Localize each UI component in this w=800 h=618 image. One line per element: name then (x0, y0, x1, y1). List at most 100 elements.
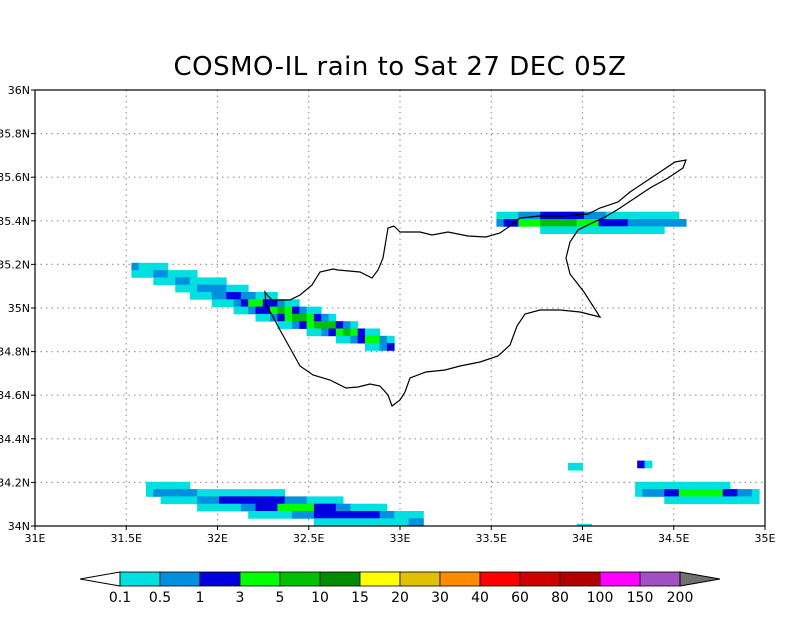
rain-cell (350, 511, 359, 519)
rain-cell (270, 299, 278, 307)
rain-cell (678, 481, 687, 490)
rain-cell (525, 211, 534, 220)
rain-cell (496, 219, 505, 227)
rain-cell (686, 481, 694, 490)
rain-cell (284, 306, 293, 315)
rain-cell (644, 460, 653, 469)
rain-cell (591, 211, 599, 220)
rain-cell (386, 335, 395, 344)
rain-cell (525, 219, 534, 227)
rain-cell (379, 343, 388, 351)
rain-cell (270, 292, 278, 300)
rain-cell (233, 489, 242, 497)
lat-tick-label: 34.2N (0, 476, 30, 489)
rain-cell (270, 306, 278, 315)
rain-cell (182, 496, 191, 505)
rain-cell (649, 226, 658, 234)
rain-cell (357, 335, 366, 344)
rain-cell (306, 496, 315, 505)
rain-cell (299, 306, 307, 315)
rain-cell (182, 489, 191, 497)
rain-cell (605, 226, 614, 234)
rain-cell (233, 306, 242, 315)
rain-cell (270, 503, 278, 512)
rain-cell (248, 292, 256, 300)
rain-cell (569, 219, 578, 227)
colorbar-swatch (119, 571, 161, 587)
rain-cell (211, 503, 220, 512)
rain-cell (167, 270, 176, 278)
plot-frame (34, 89, 766, 527)
rain-cell (671, 481, 680, 490)
rain-cell (175, 489, 183, 497)
rain-cell (379, 335, 388, 344)
rain-cell (219, 503, 227, 512)
colorbar-swatch (559, 571, 601, 587)
rain-cell (540, 226, 548, 234)
rain-cell (313, 328, 322, 337)
rain-cell (576, 226, 585, 234)
cyprus-coastline (264, 159, 687, 407)
rain-cell (292, 306, 300, 315)
rain-cell (627, 226, 636, 234)
rain-cell (306, 321, 315, 329)
rain-cell (197, 496, 205, 505)
colorbar-high-arrow (679, 571, 721, 587)
rain-cell (664, 481, 672, 490)
rain-cell (350, 518, 359, 526)
rain-cell (255, 496, 264, 505)
lon-tick-label: 31E (25, 532, 46, 545)
rain-cell (146, 489, 154, 497)
rain-cell (328, 518, 337, 526)
rain-cell (321, 518, 329, 526)
rain-cell (197, 489, 205, 497)
rain-cell (204, 489, 213, 497)
lat-tick-label: 35.4N (0, 215, 30, 228)
rain-cell (613, 211, 621, 220)
colorbar-label: 40 (471, 590, 489, 606)
rain-cell (204, 503, 213, 512)
rain-cell (715, 481, 724, 490)
rain-cell (219, 299, 227, 307)
rain-cell (248, 511, 256, 519)
lat-tick-label: 35.2N (0, 258, 30, 271)
rain-cell (299, 496, 307, 505)
lat-tick-label: 35.8N (0, 128, 30, 141)
rain-cell (620, 211, 629, 220)
rain-cell (700, 496, 709, 505)
rain-cell (664, 496, 672, 505)
colorbar-label: 3 (236, 590, 245, 606)
colorbar-low-arrow (79, 571, 121, 587)
lat-tick-label: 35N (8, 302, 30, 315)
rain-cell (671, 496, 680, 505)
rain-cell (700, 489, 709, 497)
lat-tick-label: 35.6N (0, 171, 30, 184)
rain-cell (226, 284, 234, 293)
rain-cell (262, 292, 271, 300)
rain-cell (686, 489, 694, 497)
rain-cell (211, 277, 220, 286)
rain-cell (292, 511, 300, 519)
rain-cell (642, 481, 651, 490)
rain-cell (255, 299, 264, 307)
rain-cell (313, 511, 322, 519)
rain-cell (153, 489, 161, 497)
rain-cell (277, 299, 286, 307)
rain-cell (313, 496, 322, 505)
rain-cell (372, 343, 380, 351)
rain-cell (299, 511, 307, 519)
rain-cell (671, 219, 680, 227)
rain-cell (292, 313, 300, 322)
rain-cell (189, 277, 198, 286)
rain-cell (700, 481, 709, 490)
rain-cell (321, 511, 329, 519)
rain-cell (343, 503, 351, 512)
colorbar: 0.1 0.5 1 3 5 10 15 20 30 40 60 80 100 150 200 (79, 571, 721, 606)
rain-cell (277, 321, 286, 329)
colorbar-label: 1 (196, 590, 205, 606)
rain-cell (255, 511, 264, 519)
rain-cell (649, 211, 658, 220)
rain-cell (328, 511, 337, 519)
rain-cell (219, 292, 227, 300)
